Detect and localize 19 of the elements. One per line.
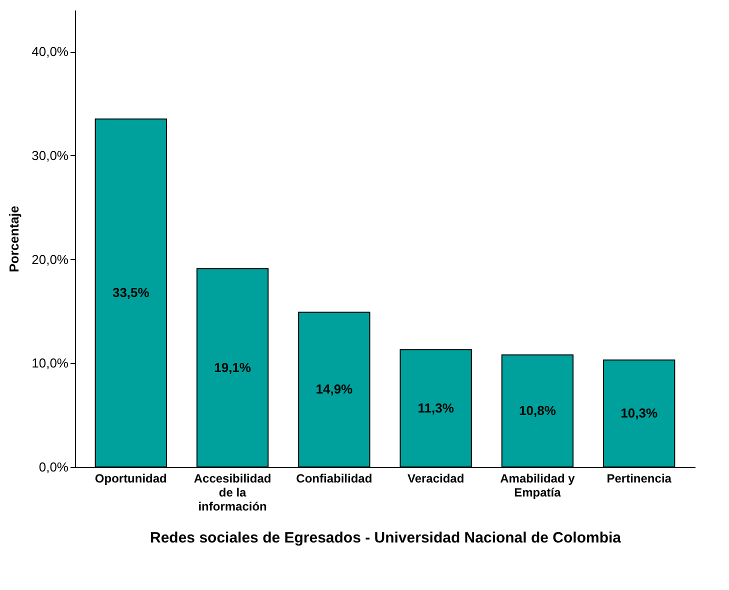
y-tick-label: 30,0% bbox=[32, 148, 69, 163]
x-tick-label: Accesibilidad de la información bbox=[194, 472, 272, 514]
data-label: 10,3% bbox=[620, 406, 658, 421]
data-label: 11,3% bbox=[418, 400, 454, 416]
x-tick-label: Oportunidad bbox=[94, 472, 167, 486]
data-label: 19,1% bbox=[214, 360, 252, 375]
y-tick-label: 10,0% bbox=[32, 356, 69, 371]
x-tick-label: Amabilidad y Empatía bbox=[500, 472, 576, 500]
x-axis-title: Redes sociales de Egresados - Universidad Nacional de Colombia bbox=[150, 530, 622, 546]
y-tick-label: 40,0% bbox=[32, 44, 69, 60]
y-axis-title: Porcentaje bbox=[6, 206, 22, 272]
data-label: 33,5% bbox=[112, 285, 150, 300]
y-tick-label: 20,0% bbox=[32, 252, 69, 267]
data-label: 10,8% bbox=[519, 402, 556, 418]
x-tick-label: Pertinencia bbox=[606, 472, 672, 486]
data-label: 14,9% bbox=[316, 382, 354, 397]
x-tick-label: Veracidad bbox=[407, 472, 464, 486]
y-tick-label: 0,0% bbox=[38, 460, 69, 474]
x-tick-label: Confiabilidad bbox=[296, 472, 372, 486]
